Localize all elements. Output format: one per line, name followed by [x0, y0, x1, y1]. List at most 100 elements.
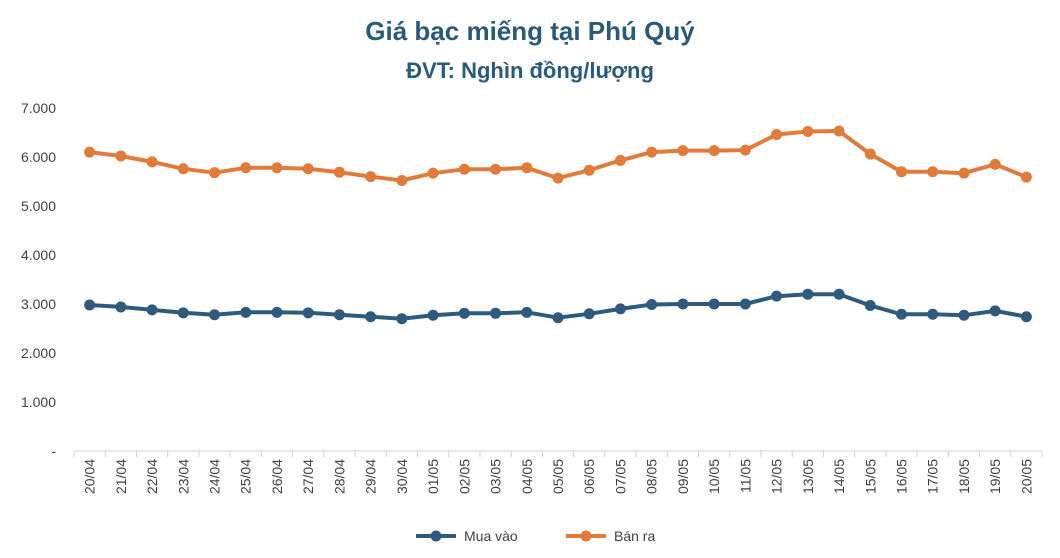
legend-label: Bán ra	[614, 528, 655, 544]
data-point	[365, 311, 377, 323]
series-1	[84, 288, 1032, 325]
data-point	[646, 146, 658, 158]
data-point	[677, 145, 689, 157]
y-tick-label: 5.000	[21, 198, 56, 214]
x-tick-label: 20/05	[1018, 459, 1034, 494]
data-point	[365, 171, 377, 183]
data-point	[458, 307, 470, 319]
data-point	[583, 164, 595, 176]
data-point	[833, 288, 845, 300]
legend-swatch-marker	[580, 530, 592, 542]
chart-subtitle: ĐVT: Nghìn đồng/lượng	[406, 58, 654, 83]
data-point	[209, 167, 221, 179]
x-tick-label: 22/04	[144, 459, 160, 494]
legend-entry: Bán ra	[566, 528, 655, 544]
data-point	[833, 125, 845, 137]
x-tick-label: 09/05	[675, 459, 691, 494]
data-point	[739, 298, 751, 310]
x-axis: 20/04 21/04 22/04 23/04 24/04 25/04 26/04 27/04…	[73, 450, 1043, 494]
x-tick-label: 25/04	[238, 459, 254, 494]
legend-swatch-marker	[430, 530, 442, 542]
data-point	[427, 167, 439, 179]
data-point	[427, 309, 439, 321]
y-tick-label: 1.000	[21, 394, 56, 410]
data-point	[302, 307, 314, 319]
data-point	[614, 303, 626, 315]
data-point	[146, 304, 158, 316]
y-axis: - 1.000 2.000 3.000 4.000 5.000 6.000 7.000	[21, 100, 56, 459]
x-tick-label: 04/05	[519, 459, 535, 494]
data-point	[333, 309, 345, 321]
x-tick-label: 16/05	[893, 459, 909, 494]
x-tick-label: 24/04	[207, 459, 223, 494]
series-layer	[84, 125, 1032, 325]
x-tick-label: 28/04	[331, 459, 347, 494]
data-point	[1020, 311, 1032, 323]
x-tick-label: 03/05	[488, 459, 504, 494]
x-tick-label: 21/04	[113, 459, 129, 494]
data-point	[927, 166, 939, 178]
legend-entry: Mua vào	[416, 528, 518, 544]
x-tick-label: 08/05	[644, 459, 660, 494]
data-point	[708, 298, 720, 310]
chart-title: Giá bạc miếng tại Phú Quý	[365, 16, 695, 46]
data-point	[84, 146, 96, 158]
data-point	[614, 154, 626, 166]
x-tick-label: 02/05	[456, 459, 472, 494]
x-tick-label: 26/04	[269, 459, 285, 494]
data-point	[396, 313, 408, 325]
data-point	[802, 288, 814, 300]
x-tick-label: 17/05	[925, 459, 941, 494]
x-tick-label: 15/05	[862, 459, 878, 494]
data-point	[864, 148, 876, 160]
data-point	[927, 308, 939, 320]
data-point	[864, 299, 876, 311]
data-point	[240, 306, 252, 318]
data-point	[333, 166, 345, 178]
data-point	[583, 308, 595, 320]
legend-label: Mua vào	[464, 528, 518, 544]
x-tick-label: 10/05	[706, 459, 722, 494]
x-tick-label: 11/05	[737, 459, 753, 493]
data-point	[458, 163, 470, 175]
data-point	[895, 308, 907, 320]
data-point	[708, 145, 720, 157]
data-point	[989, 158, 1001, 170]
data-point	[209, 309, 221, 321]
data-point	[771, 128, 783, 140]
x-tick-label: 06/05	[581, 459, 597, 494]
x-tick-label: 20/04	[82, 459, 98, 494]
y-tick-label: 7.000	[21, 100, 56, 116]
data-point	[521, 162, 533, 174]
data-point	[146, 156, 158, 168]
data-point	[115, 150, 127, 162]
data-point	[521, 306, 533, 318]
data-point	[739, 144, 751, 156]
x-tick-label: 05/05	[550, 459, 566, 494]
data-point	[177, 163, 189, 175]
data-point	[240, 162, 252, 174]
x-tick-label: 27/04	[300, 459, 316, 494]
x-tick-label: 01/05	[425, 459, 441, 494]
data-point	[84, 299, 96, 311]
x-tick-label: 07/05	[612, 459, 628, 494]
data-point	[958, 309, 970, 321]
x-tick-label: 14/05	[831, 459, 847, 494]
data-point	[396, 175, 408, 187]
data-point	[271, 306, 283, 318]
data-point	[958, 167, 970, 179]
data-point	[552, 312, 564, 324]
x-tick-label: 12/05	[769, 459, 785, 494]
x-tick-label: 18/05	[956, 459, 972, 494]
data-point	[771, 290, 783, 302]
series-2	[84, 125, 1032, 187]
data-point	[302, 163, 314, 175]
y-tick-label: 4.000	[21, 247, 56, 263]
data-point	[177, 307, 189, 319]
x-tick-label: 29/04	[363, 459, 379, 494]
y-tick-label: -	[51, 443, 56, 459]
x-tick-label: 23/04	[175, 459, 191, 494]
data-point	[989, 305, 1001, 317]
data-point	[677, 298, 689, 310]
